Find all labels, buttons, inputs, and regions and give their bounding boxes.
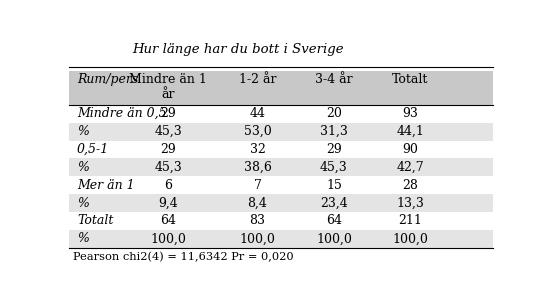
- Bar: [68, 158, 493, 176]
- Text: 100,0: 100,0: [150, 232, 186, 245]
- Text: 64: 64: [161, 215, 176, 228]
- Text: %: %: [77, 161, 89, 174]
- Text: 32: 32: [249, 143, 265, 156]
- Text: 15: 15: [326, 179, 342, 192]
- Text: 100,0: 100,0: [316, 232, 352, 245]
- Text: 8,4: 8,4: [248, 197, 267, 209]
- Text: 100,0: 100,0: [239, 232, 276, 245]
- Text: Mer än 1: Mer än 1: [77, 179, 135, 192]
- Text: %: %: [77, 125, 89, 138]
- Text: 83: 83: [249, 215, 265, 228]
- Bar: [68, 230, 493, 248]
- Text: 45,3: 45,3: [320, 161, 348, 174]
- Text: Totalt: Totalt: [77, 215, 113, 228]
- Text: 44: 44: [249, 107, 265, 120]
- Text: Hur länge har du bott i Sverige: Hur länge har du bott i Sverige: [133, 43, 344, 56]
- Text: 29: 29: [161, 107, 176, 120]
- Text: 6: 6: [164, 179, 172, 192]
- Bar: [68, 71, 493, 105]
- Text: Totalt: Totalt: [392, 73, 429, 86]
- Text: 23,4: 23,4: [320, 197, 348, 209]
- Text: 20: 20: [326, 107, 342, 120]
- Text: 1-2 år: 1-2 år: [239, 73, 276, 86]
- Text: 45,3: 45,3: [155, 125, 182, 138]
- Text: %: %: [77, 197, 89, 209]
- Bar: [68, 123, 493, 141]
- Text: Rum/pers: Rum/pers: [77, 73, 138, 86]
- Text: 93: 93: [402, 107, 418, 120]
- Text: 42,7: 42,7: [397, 161, 424, 174]
- Text: 53,0: 53,0: [244, 125, 271, 138]
- Text: 28: 28: [402, 179, 418, 192]
- Text: Mindre än 0,5: Mindre än 0,5: [77, 107, 167, 120]
- Text: 29: 29: [326, 143, 342, 156]
- Text: Mindre än 1
år: Mindre än 1 år: [129, 73, 207, 101]
- Text: 0,5-1: 0,5-1: [77, 143, 109, 156]
- Text: 44,1: 44,1: [396, 125, 424, 138]
- Text: 211: 211: [398, 215, 423, 228]
- Text: 7: 7: [254, 179, 261, 192]
- Text: 100,0: 100,0: [392, 232, 429, 245]
- Text: 64: 64: [326, 215, 342, 228]
- Text: 29: 29: [161, 143, 176, 156]
- Text: 38,6: 38,6: [243, 161, 271, 174]
- Bar: [68, 194, 493, 212]
- Text: 9,4: 9,4: [158, 197, 178, 209]
- Text: 3-4 år: 3-4 år: [315, 73, 353, 86]
- Text: 90: 90: [402, 143, 418, 156]
- Text: Pearson chi2(4) = 11,6342 Pr = 0,020: Pearson chi2(4) = 11,6342 Pr = 0,020: [73, 252, 293, 262]
- Text: 31,3: 31,3: [320, 125, 348, 138]
- Text: %: %: [77, 232, 89, 245]
- Text: 45,3: 45,3: [155, 161, 182, 174]
- Text: 13,3: 13,3: [396, 197, 424, 209]
